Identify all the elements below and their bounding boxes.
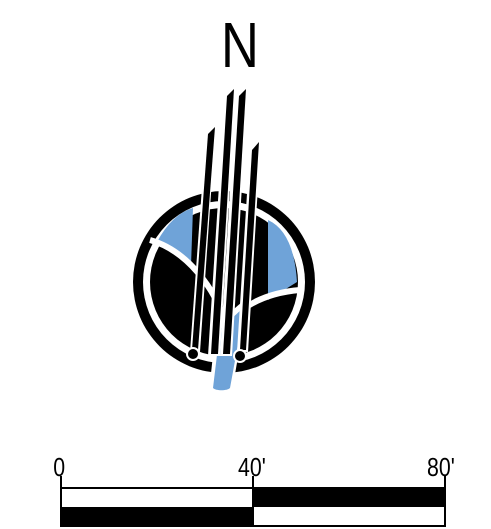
needle-shafts <box>190 82 261 356</box>
scale-bar <box>60 476 446 527</box>
scale-bar-segments <box>61 488 445 526</box>
scale-segment-2-top <box>253 488 445 507</box>
shaft-left <box>192 127 215 350</box>
scale-bar-ticks <box>60 476 446 526</box>
scale-segment-2-bottom <box>253 507 445 526</box>
shaft-right <box>240 142 259 350</box>
shaft-end-dot-left <box>186 347 200 361</box>
north-label: N <box>221 9 259 81</box>
compass-upper-right-quadrant <box>268 220 297 300</box>
scale-segment-1-top <box>61 488 253 507</box>
scale-segment-1-bottom <box>61 507 253 526</box>
shaft-center-left <box>211 89 234 354</box>
scale-label-80: 80' <box>427 452 455 482</box>
shaft-end-dot-right <box>233 349 247 363</box>
shaft-center-right <box>223 89 246 354</box>
scale-label-40: 40' <box>238 452 266 482</box>
scale-label-0: 0 <box>53 452 66 482</box>
compass-upper-left-quadrant <box>157 208 193 266</box>
